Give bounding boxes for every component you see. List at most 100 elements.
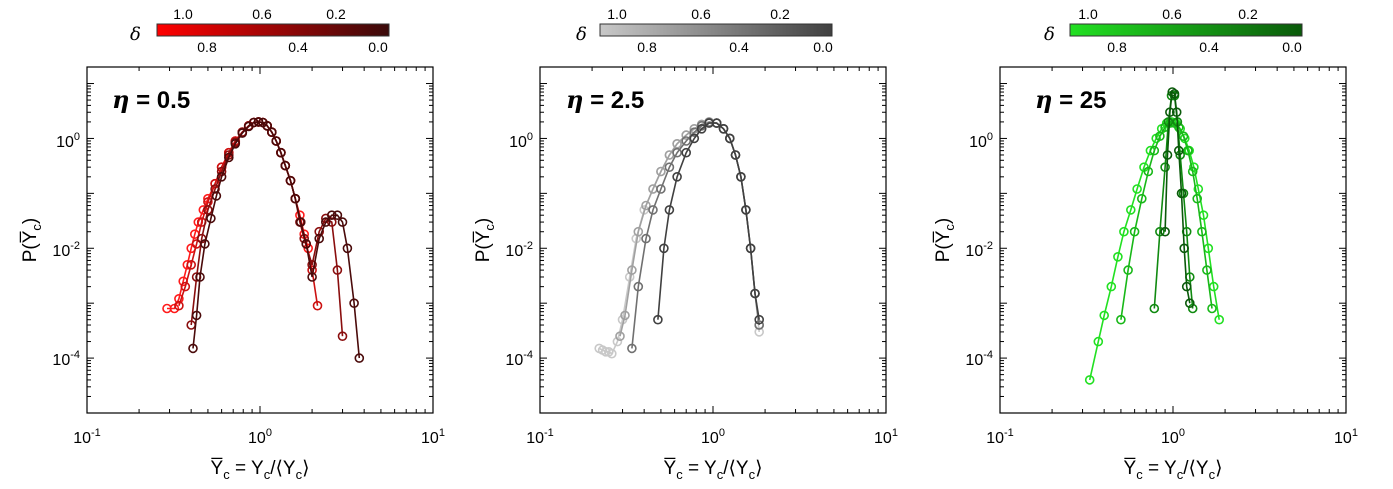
data-point bbox=[627, 343, 637, 354]
data-point bbox=[1137, 193, 1147, 204]
data-point bbox=[280, 160, 291, 171]
data-point bbox=[754, 320, 765, 330]
data-point bbox=[620, 310, 630, 321]
data-point bbox=[1123, 265, 1133, 275]
series-line bbox=[1088, 121, 1220, 381]
data-point bbox=[320, 217, 331, 227]
colorbar-delta-symbol: δ bbox=[130, 24, 141, 45]
data-point bbox=[285, 175, 296, 186]
data-point bbox=[1149, 145, 1160, 156]
data-point bbox=[724, 133, 735, 144]
data-point bbox=[754, 314, 765, 325]
data-point bbox=[745, 243, 756, 254]
data-point bbox=[1149, 303, 1160, 314]
data-point bbox=[672, 172, 682, 182]
data-point bbox=[342, 243, 353, 254]
data-point bbox=[1202, 265, 1212, 275]
axis-ticks bbox=[999, 66, 1346, 414]
data-point bbox=[1179, 243, 1189, 254]
data-point bbox=[681, 147, 692, 158]
data-point bbox=[1162, 150, 1173, 160]
data-point bbox=[664, 162, 675, 172]
series-line bbox=[631, 121, 760, 349]
y-tick-label: 100 bbox=[969, 131, 993, 151]
y-tick-label: 10-2 bbox=[965, 240, 993, 260]
data-point bbox=[174, 293, 184, 304]
data-point bbox=[312, 300, 323, 311]
colorbar-bottom-tick: 0.4 bbox=[1199, 39, 1219, 55]
data-point bbox=[1171, 107, 1182, 117]
data-point bbox=[718, 124, 729, 134]
x-tick-label: 100 bbox=[1161, 427, 1185, 447]
plot-area bbox=[594, 117, 765, 359]
data-point bbox=[1169, 89, 1180, 99]
data-point bbox=[681, 130, 692, 140]
data-point bbox=[1155, 131, 1165, 141]
colorbar-bottom-tick: 0.8 bbox=[637, 39, 657, 55]
data-point bbox=[656, 166, 666, 177]
axis-ticks bbox=[539, 66, 886, 414]
colorbar: δ 1.0 0.6 0.2 0.8 0.4 0.0 bbox=[130, 6, 390, 55]
colorbar-top-tick: 1.0 bbox=[607, 6, 627, 22]
data-point bbox=[211, 191, 222, 201]
data-point bbox=[188, 343, 198, 354]
data-point bbox=[600, 346, 611, 357]
data-point bbox=[186, 259, 196, 270]
data-point bbox=[681, 136, 692, 146]
data-point bbox=[307, 259, 317, 270]
data-point bbox=[1193, 184, 1204, 194]
colorbar-gradient bbox=[1069, 23, 1303, 37]
data-point bbox=[271, 136, 282, 146]
data-point bbox=[615, 331, 625, 342]
series-line bbox=[657, 122, 760, 320]
data-point bbox=[174, 300, 184, 311]
colorbar-top-tick: 1.0 bbox=[1078, 6, 1098, 22]
data-point bbox=[606, 348, 617, 359]
x-tick-label: 100 bbox=[248, 427, 272, 447]
x-axis-label: Y̅c = Yc/⟨Yc⟩ bbox=[664, 458, 763, 482]
data-point bbox=[248, 117, 259, 128]
data-point bbox=[1187, 303, 1198, 314]
data-point bbox=[337, 331, 348, 342]
data-point bbox=[1176, 188, 1187, 199]
data-point bbox=[641, 233, 651, 244]
x-tick-label: 10-1 bbox=[73, 427, 101, 447]
x-tick-label: 101 bbox=[874, 427, 898, 447]
data-point bbox=[736, 172, 746, 182]
data-point bbox=[295, 217, 306, 227]
data-point bbox=[200, 239, 210, 249]
data-point bbox=[641, 200, 651, 211]
colorbar-top-tick: 0.2 bbox=[770, 6, 790, 22]
x-tick-label: 100 bbox=[701, 427, 725, 447]
data-point bbox=[1181, 281, 1192, 292]
data-point bbox=[648, 205, 658, 215]
data-point bbox=[1113, 251, 1123, 262]
data-point bbox=[1160, 162, 1170, 172]
colorbar-bottom-tick: 0.8 bbox=[1107, 39, 1127, 55]
y-tick-label: 100 bbox=[509, 131, 533, 151]
data-point bbox=[1187, 166, 1198, 177]
data-point bbox=[1183, 145, 1193, 156]
data-point bbox=[1175, 150, 1185, 160]
y-tick-label: 100 bbox=[56, 131, 80, 151]
data-point bbox=[1093, 336, 1104, 347]
data-point bbox=[627, 265, 637, 275]
data-point bbox=[1099, 310, 1109, 321]
axis-ticks bbox=[86, 66, 433, 414]
eta-annotation: η = 25 bbox=[1035, 85, 1107, 114]
x-tick-label: 101 bbox=[1334, 427, 1358, 447]
data-point bbox=[1207, 303, 1217, 314]
data-point bbox=[203, 205, 213, 215]
data-point bbox=[1160, 226, 1170, 237]
eta-annotation: η = 0.5 bbox=[112, 85, 190, 114]
panel-eta-0-5: δ 1.0 0.6 0.2 0.8 0.4 0.0 η = 0.5 10-1 1… bbox=[20, 6, 445, 482]
data-point bbox=[689, 133, 700, 144]
panel-eta-2-5: δ 1.0 0.6 0.2 0.8 0.4 0.0 η = 2.5 10-1 1… bbox=[473, 6, 898, 482]
data-point bbox=[307, 272, 317, 282]
plot-area bbox=[1084, 87, 1224, 385]
data-point bbox=[1178, 131, 1189, 141]
y-tick-label: 10-2 bbox=[505, 240, 533, 260]
colorbar-gradient bbox=[599, 23, 833, 37]
data-point bbox=[1165, 107, 1175, 117]
data-point bbox=[730, 150, 741, 160]
